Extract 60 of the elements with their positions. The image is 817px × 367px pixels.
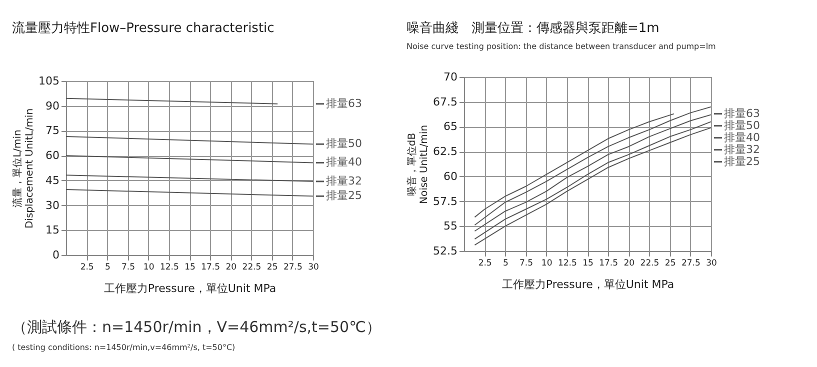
chart-subtitle: Noise curve testing position: the distance between transducer and pump=lm <box>406 42 716 51</box>
y-tick-label: 60 <box>444 170 458 183</box>
y-tick-label: 70 <box>444 70 458 84</box>
legend-label: 排量63 <box>326 96 362 110</box>
x-tick-label: 15 <box>184 262 196 272</box>
y-tick-label: 90 <box>46 99 60 112</box>
x-tick-label: 30 <box>706 258 717 268</box>
y-tick-label: 75 <box>46 124 60 138</box>
x-tick-label: 7.5 <box>121 262 136 272</box>
y-tick-label: 57.5 <box>433 194 458 208</box>
x-tick-label: 27.5 <box>681 258 700 268</box>
x-tick-label: 22.5 <box>640 258 660 268</box>
x-tick-label: 2.5 <box>80 262 94 272</box>
y-axis-title: 流量，單位L/min Displacement UnitL/min <box>12 108 36 229</box>
x-tick-label: 27.5 <box>283 262 302 272</box>
x-tick-label: 10 <box>143 262 154 272</box>
x-tick-label: 15 <box>582 258 594 268</box>
x-axis-title: 工作壓力Pressure，單位Unit MPa <box>502 278 674 291</box>
legend-label: 排量32 <box>724 142 760 156</box>
y-axis-title: 噪音，單位dB Noise UnitL/min <box>406 124 430 204</box>
y-tick-label: 65 <box>444 120 458 134</box>
x-axis-title: 工作壓力Pressure，單位Unit MPa <box>104 282 276 295</box>
legend-label: 排量25 <box>724 154 760 168</box>
y-tick-label: 30 <box>46 198 60 212</box>
line-series <box>474 113 674 218</box>
legend-label: 排量40 <box>724 130 760 144</box>
legend-label: 排量63 <box>724 106 760 120</box>
legend-label: 排量40 <box>326 156 362 169</box>
x-tick-label: 7.5 <box>519 258 534 268</box>
y-tick-label: 52.5 <box>433 244 458 258</box>
x-tick-label: 20 <box>624 258 635 268</box>
x-tick-label: 25 <box>664 258 676 268</box>
y-tick-label: 0 <box>52 248 60 262</box>
x-tick-label: 5 <box>104 262 110 272</box>
text: ( testing conditions: n=1450r/min,v=46mm²/s, t=50°C) <box>12 343 236 352</box>
x-tick-label: 22.5 <box>242 262 262 272</box>
legend-label: 排量32 <box>326 174 362 188</box>
chart-title: 流量壓力特性Flow–Pressure characteristic <box>12 20 274 36</box>
x-tick-label: 17.5 <box>599 258 618 268</box>
x-tick-label: 12.5 <box>160 262 179 272</box>
legend-label: 排量50 <box>724 118 760 132</box>
x-tick-label: 10 <box>541 258 552 268</box>
y-tick-label: 55 <box>444 220 458 233</box>
x-tick-label: 25 <box>266 262 278 272</box>
text: （測試條件：n=1450r/min，V=46mm²/s,t=50℃） <box>12 318 381 337</box>
y-tick-label: 15 <box>46 224 60 237</box>
legend-label: 排量50 <box>326 137 362 150</box>
x-tick-label: 12.5 <box>558 258 577 268</box>
x-tick-label: 2.5 <box>478 258 492 268</box>
chart-title: 噪音曲綫 測量位置：傳感器與泵距離=1m <box>406 21 660 36</box>
x-tick-label: 5 <box>502 258 508 268</box>
legend-label: 排量25 <box>326 189 362 202</box>
x-tick-label: 30 <box>308 262 319 272</box>
y-tick-label: 62.5 <box>433 145 458 158</box>
y-tick-label: 45 <box>46 174 60 187</box>
x-tick-label: 17.5 <box>201 262 220 272</box>
y-tick-label: 105 <box>38 74 60 88</box>
y-tick-label: 60 <box>46 149 60 162</box>
x-tick-label: 20 <box>226 262 237 272</box>
y-tick-label: 67.5 <box>433 95 458 108</box>
